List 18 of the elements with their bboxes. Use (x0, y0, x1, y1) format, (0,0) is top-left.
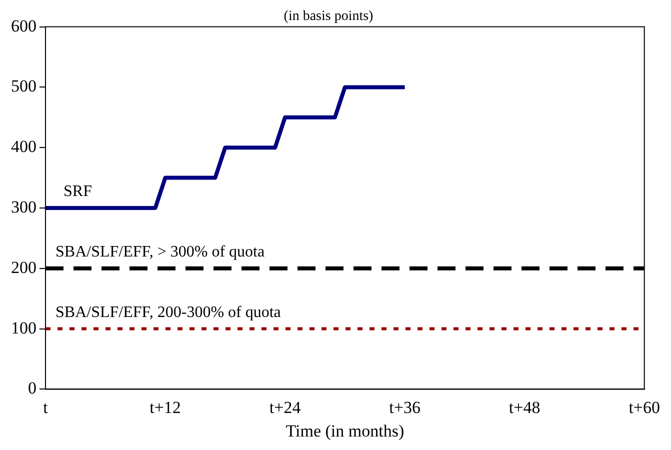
x-axis-title: Time (in months) (286, 421, 404, 440)
y-tick-label: 400 (11, 137, 36, 156)
x-tick-label: t (43, 398, 48, 417)
x-tick-label: t+60 (628, 398, 660, 417)
chart-title: (in basis points) (284, 9, 374, 24)
x-tick-label: t+24 (269, 398, 302, 417)
y-tick-label: 300 (11, 197, 36, 216)
y-tick-label: 600 (11, 16, 36, 36)
y-tick-label: 500 (11, 76, 36, 96)
series-label: SBA/SLF/EFF, > 300% of quota (56, 244, 265, 261)
series-label: SBA/SLF/EFF, 200-300% of quota (56, 304, 281, 322)
x-tick-label: t+12 (150, 398, 181, 417)
x-tick-label: t+48 (508, 398, 540, 417)
x-tick-label: t+36 (389, 398, 420, 417)
y-tick-label: 200 (11, 258, 36, 277)
series-label: SRF (64, 183, 92, 200)
y-tick-label: 0 (28, 378, 36, 398)
y-tick-label: 100 (11, 318, 36, 338)
